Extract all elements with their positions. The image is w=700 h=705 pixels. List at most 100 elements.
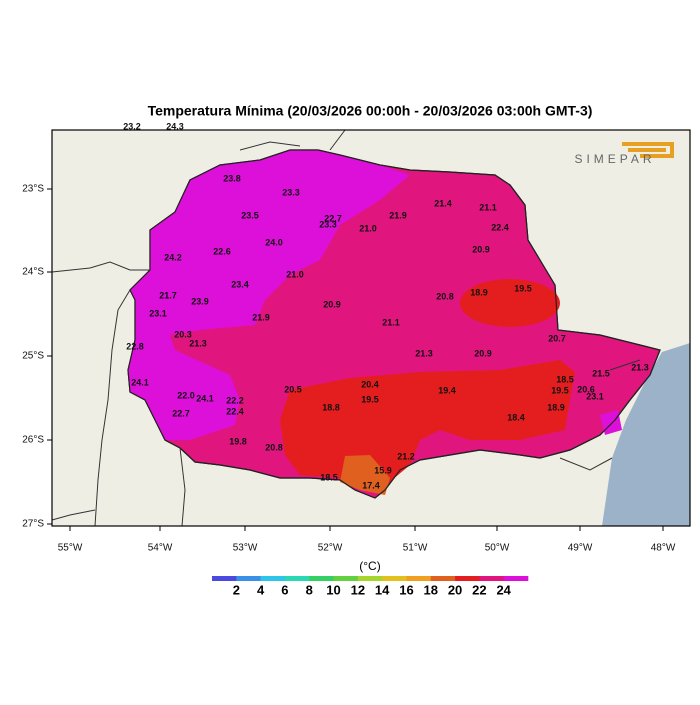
colorbar-segment — [406, 576, 432, 581]
lon-tick-label: 52°W — [318, 543, 343, 554]
station-value: 21.4 — [434, 198, 452, 208]
cool-zone — [460, 279, 560, 327]
lat-tick-label: 26°S — [22, 435, 44, 446]
station-value: 21.2 — [397, 451, 415, 461]
station-value: 23.1 — [149, 308, 167, 318]
border-line — [51, 129, 641, 527]
station-value: 20.5 — [284, 384, 302, 394]
lat-tick-label: 23°S — [22, 184, 44, 195]
station-value: 21.1 — [479, 202, 497, 212]
station-value: 21.0 — [359, 223, 377, 233]
ocean — [602, 343, 690, 526]
station-value: 18.5 — [320, 472, 338, 482]
logo-text: SIMEPAR — [574, 152, 655, 166]
map-frame — [51, 129, 691, 527]
title: Temperatura Mínima (20/03/2026 00:00h - … — [148, 103, 593, 119]
station-value: 18.5 — [556, 374, 574, 384]
station-value: 23.1 — [586, 391, 604, 401]
station-value: 19.4 — [438, 385, 456, 395]
station-value: 22.7 — [324, 213, 342, 223]
station-value: 20.9 — [474, 348, 492, 358]
map: SIMEPAR 23.2 24.323.823.323.5 22.723.321.9… — [51, 121, 691, 527]
station-value: 20.4 — [361, 379, 379, 389]
colorbar-label: 22 — [472, 582, 486, 597]
station-value: 21.7 — [159, 290, 177, 300]
lon-tick-label: 49°W — [568, 543, 593, 554]
station-value: 22.8 — [126, 341, 144, 351]
station-value: 20.9 — [323, 299, 341, 309]
station-value: 20.8 — [436, 291, 454, 301]
station-value: 20.9 — [472, 244, 490, 254]
station-value: 22.6 — [213, 246, 231, 256]
colorbar-segment — [260, 576, 286, 581]
station-value: 21.0 — [286, 269, 304, 279]
station-value: 20.7 — [548, 333, 566, 343]
station-value: 19.5 — [514, 283, 532, 293]
lat-tick-label: 25°S — [22, 351, 44, 362]
colorbar-segment — [284, 576, 310, 581]
station-value: 22.4 — [491, 222, 509, 232]
legend: (°C) 2 4 6 8 10 12 14 16 18 20 22 24 — [212, 559, 529, 597]
colorbar-label: 2 — [233, 582, 240, 597]
lon-tick-label: 50°W — [485, 543, 510, 554]
station-value: 21.5 — [592, 368, 610, 378]
colorbar-segment — [333, 576, 359, 581]
station-value: 21.3 — [415, 348, 433, 358]
station-value: 17.4 — [362, 480, 380, 490]
station-value: 24.3 — [166, 121, 184, 131]
lon-tick-label: 55°W — [58, 543, 83, 554]
colorbar-segment — [382, 576, 407, 581]
colorbar-label: 14 — [375, 582, 390, 597]
colorbar-segment — [430, 576, 456, 581]
colorbar-segment — [236, 576, 261, 581]
logo-icon — [622, 142, 674, 158]
station-value: 21.9 — [252, 312, 270, 322]
colorbar-label: 24 — [496, 582, 511, 597]
lon-tick-label: 53°W — [233, 543, 258, 554]
colorbar-label: 20 — [448, 582, 462, 597]
station-value: 22.0 — [177, 390, 195, 400]
lat-tick-label: 24°S — [22, 267, 44, 278]
station-value: 21.1 — [382, 317, 400, 327]
station-value: 18.9 — [547, 402, 565, 412]
state-border — [127, 149, 661, 499]
lon-tick-label: 48°W — [651, 543, 676, 554]
station-value: 22.7 — [172, 408, 190, 418]
station-value: 24.1 — [196, 393, 214, 403]
station-value: 23.8 — [223, 173, 241, 183]
station-value: 23.5 — [241, 210, 259, 220]
cold-zone — [340, 455, 390, 495]
station-value: 23.3 — [282, 187, 300, 197]
colorbar-segment — [479, 576, 504, 581]
logo: SIMEPAR — [574, 142, 674, 166]
station-value: 18.4 — [507, 412, 525, 422]
colorbar-label: 6 — [281, 582, 288, 597]
colorbar-label: 12 — [351, 582, 365, 597]
station-value: 22.4 — [226, 406, 244, 416]
lat-tick-label: 27°S — [22, 519, 44, 530]
colorbar-segment — [357, 576, 383, 581]
station-value: 22.2 — [226, 395, 244, 405]
colorbar-label: 18 — [424, 582, 438, 597]
colorbar-segment — [503, 576, 529, 581]
colorbar-label: 10 — [326, 582, 340, 597]
station-value: 18.9 — [470, 287, 488, 297]
station-value: 23.4 — [231, 279, 249, 289]
station-value: 20.6 — [577, 384, 595, 394]
station-value: 19.5 — [551, 385, 569, 395]
station-value: 23.9 — [191, 296, 209, 306]
legend-unit: (°C) — [359, 559, 380, 573]
colorbar-segment — [309, 576, 334, 581]
station-value: 20.3 — [174, 329, 192, 339]
colorbar-label: 4 — [257, 582, 265, 597]
station-value: 18.8 — [322, 402, 340, 412]
lon-tick-label: 54°W — [148, 543, 173, 554]
station-value: 24.0 — [265, 237, 283, 247]
station-value: 21.9 — [389, 210, 407, 220]
station-value: 19.5 — [361, 394, 379, 404]
colorbar-label: 8 — [306, 582, 313, 597]
colorbar-segment — [455, 576, 480, 581]
warm-zone — [128, 150, 410, 440]
lon-tick-label: 51°W — [403, 543, 428, 554]
